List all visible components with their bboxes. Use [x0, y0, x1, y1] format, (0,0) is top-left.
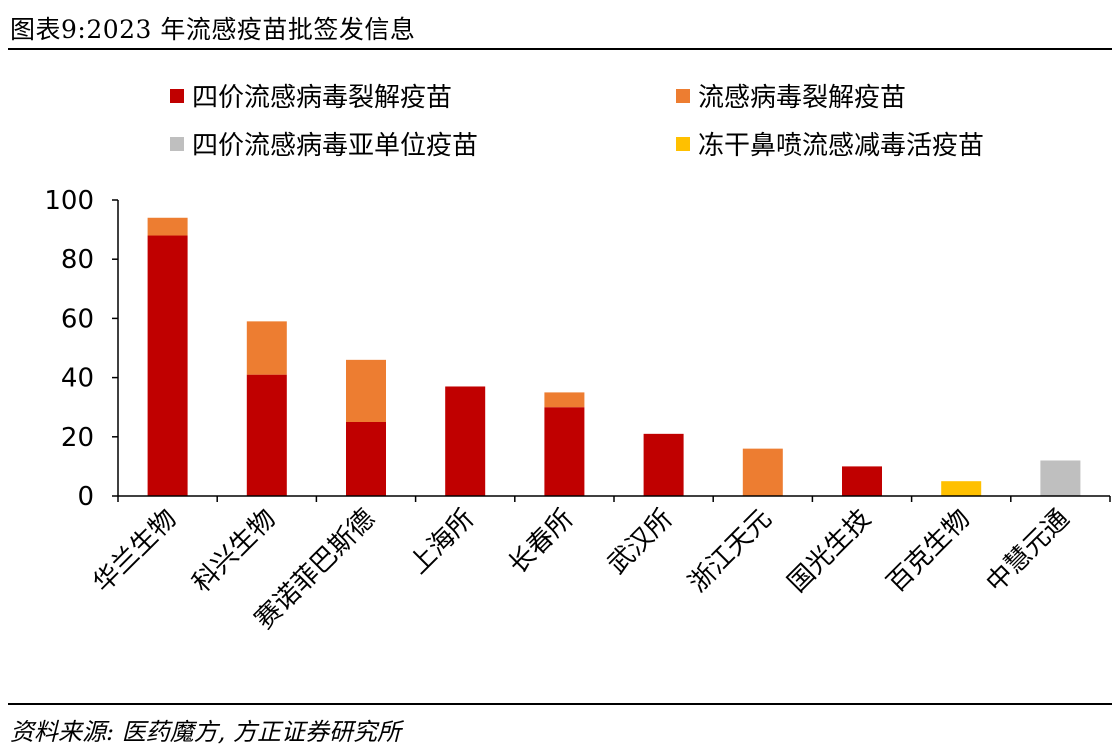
bar-quad_split-7: [842, 466, 882, 496]
bar-quad_split-4: [544, 407, 585, 496]
legend-swatch-quad_split: [170, 89, 184, 103]
bar-quad_split-5: [643, 433, 684, 496]
y-tick-label: 100: [44, 186, 94, 216]
bar-quad_split-0: [147, 235, 188, 496]
chart-title: 图表9:2023 年流感疫苗批签发信息: [10, 15, 416, 44]
bar-quad_split-1: [246, 374, 287, 496]
x-category-label: 百克生物: [881, 504, 976, 599]
x-category-label: 中慧元通: [981, 504, 1076, 599]
bar-quad_subunit-9: [1040, 460, 1081, 496]
legend-label-quad_split: 四价流感病毒裂解疫苗: [192, 83, 452, 113]
x-category-label: 长春所: [503, 504, 579, 580]
x-category-label: 华兰生物: [88, 504, 183, 599]
y-tick-label: 80: [61, 245, 94, 275]
bar-split-6: [742, 448, 783, 496]
y-tick-label: 20: [61, 423, 94, 453]
bar-split-1: [246, 321, 287, 375]
source-note: 资料来源: 医药魔方, 方正证券研究所: [10, 718, 401, 746]
y-axis: 0 20 40 60 80 100: [44, 186, 119, 512]
bar-quad_split-3: [445, 386, 486, 496]
source-divider: [8, 703, 1112, 705]
legend-swatch-quad_subunit: [170, 137, 184, 151]
legend-swatch-split: [676, 89, 690, 103]
bar-split-0: [147, 217, 188, 236]
bars: [147, 217, 1081, 496]
y-tick-label: 40: [61, 364, 94, 394]
legend-label-live_attenuated: 冻干鼻喷流感减毒活疫苗: [698, 131, 984, 161]
legend-swatch-live_attenuated: [676, 137, 690, 151]
bar-quad_split-2: [346, 422, 386, 496]
legend-label-split: 流感病毒裂解疫苗: [698, 83, 906, 113]
x-category-label: 国光生技: [782, 504, 877, 599]
x-category-label: 科兴生物: [187, 504, 282, 599]
bar-split-4: [544, 392, 585, 408]
x-category-label: 武汉所: [602, 504, 678, 580]
y-tick-label: 60: [61, 304, 94, 334]
bar-live_attenuated-8: [941, 481, 982, 496]
y-tick-label: 0: [77, 482, 94, 512]
x-category-label: 上海所: [404, 504, 480, 580]
title-divider: [8, 48, 1112, 50]
bar-split-2: [346, 359, 386, 422]
x-category-label: 浙江天元: [683, 504, 778, 599]
legend-label-quad_subunit: 四价流感病毒亚单位疫苗: [192, 131, 478, 161]
